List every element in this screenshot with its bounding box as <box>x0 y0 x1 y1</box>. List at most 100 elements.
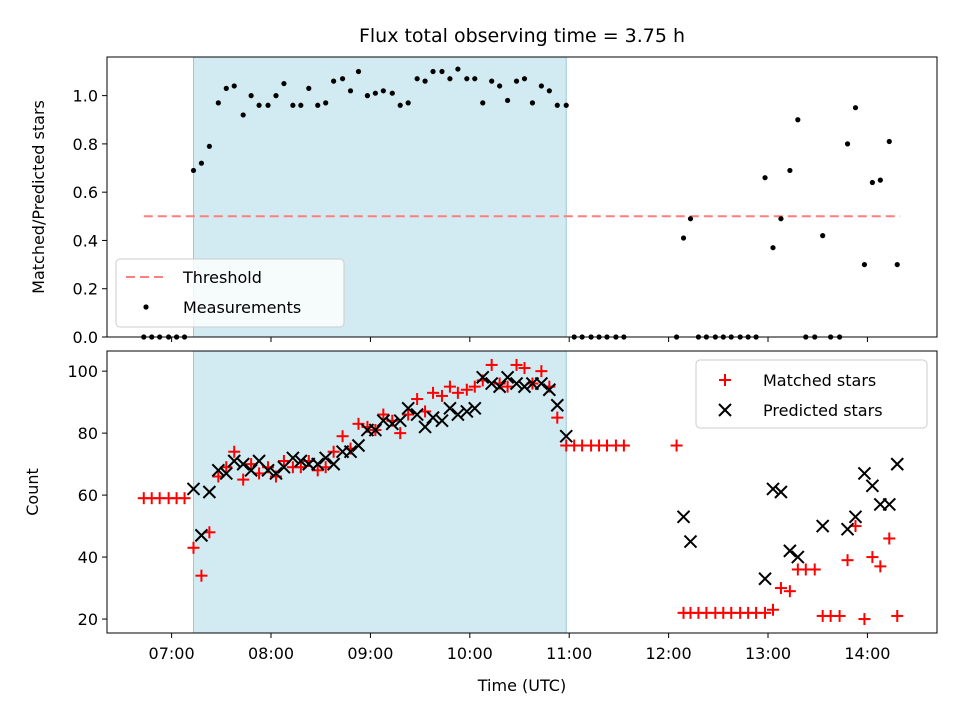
predicted-star-point <box>468 401 482 416</box>
x-tick-label: 07:00 <box>149 644 195 663</box>
predicted-star-point <box>758 572 772 586</box>
predicted-star-point <box>774 485 788 499</box>
matched-star-point <box>891 609 904 622</box>
matched-star-point <box>858 613 871 626</box>
measurement-point <box>861 261 868 268</box>
predicted-star-point <box>460 404 474 419</box>
matched-star-point <box>451 386 464 399</box>
measurement-point <box>504 97 511 104</box>
top-x-ticks <box>171 337 868 342</box>
matched-star-point <box>237 473 250 486</box>
measurement-point <box>480 100 486 106</box>
predicted-star-point <box>202 485 217 499</box>
measurement-point <box>240 112 246 118</box>
measurement-point <box>778 216 784 222</box>
measurement-point <box>405 100 411 106</box>
predicted-star-point <box>865 479 880 493</box>
predicted-star-point <box>676 510 691 524</box>
matched-star-point <box>336 430 349 443</box>
top-y-axis-label: Matched/Predicted stars <box>29 100 48 294</box>
predicted-star-point <box>227 454 241 468</box>
matched-star-point <box>468 380 481 393</box>
predicted-star-point <box>326 457 341 471</box>
measurement-point <box>397 102 403 108</box>
matched-star-point <box>808 563 821 576</box>
x-tick-label: 09:00 <box>347 644 393 663</box>
y-tick-label: 0.2 <box>73 280 98 299</box>
predicted-star-point <box>766 482 780 496</box>
x-axis-label: Time (UTC) <box>477 676 566 695</box>
y-tick-label: 40 <box>78 548 98 567</box>
x-tick-label: 10:00 <box>447 644 493 663</box>
predicted-star-point <box>186 482 201 496</box>
bottom-y-ticks: 20 40 60 80 100 <box>67 362 107 629</box>
matched-star-point <box>394 427 407 440</box>
measurement-point <box>198 160 205 166</box>
measurement-point <box>372 90 378 96</box>
bottom-axes-frame <box>106 350 938 634</box>
matched-star-point <box>670 439 683 452</box>
matched-star-point <box>460 383 473 396</box>
measurement-point <box>852 105 859 111</box>
y-tick-label: 80 <box>78 424 98 443</box>
predicted-star-point <box>500 370 515 385</box>
measurement-point <box>206 143 212 149</box>
predicted-stars-series <box>186 370 904 586</box>
matched-star-point <box>883 532 896 545</box>
measurements-series <box>141 66 900 340</box>
matched-star-point <box>187 541 200 554</box>
legend-measurements-label: Measurements <box>183 298 301 317</box>
bottom-legend: Matched stars Predicted stars <box>695 359 928 429</box>
matched-star-point <box>774 582 787 595</box>
y-tick-label: 0.0 <box>73 328 98 347</box>
y-tick-label: 1.0 <box>73 87 98 106</box>
bottom-y-axis-label: Count <box>23 468 42 516</box>
measurement-point <box>339 76 346 82</box>
predicted-star-point <box>261 463 275 478</box>
predicted-star-point <box>484 376 499 391</box>
predicted-star-point <box>542 383 557 397</box>
measurement-point <box>455 66 461 72</box>
legend-measurements-swatch <box>143 304 149 310</box>
matched-star-point <box>277 455 290 468</box>
matched-star-point <box>427 386 440 399</box>
legend-predicted-label: Predicted stars <box>763 401 883 420</box>
predicted-star-point <box>882 497 896 512</box>
y-tick-label: 0.6 <box>73 183 98 202</box>
top-y-ticks: 0.0 0.2 0.4 0.6 0.8 1.0 <box>73 87 107 347</box>
measurement-point <box>546 88 552 94</box>
measurement-point <box>680 235 687 241</box>
predicted-star-point <box>509 376 524 391</box>
top-axes-frame <box>106 56 938 338</box>
measurement-point <box>563 102 569 108</box>
predicted-star-point <box>294 454 308 468</box>
y-tick-label: 0.4 <box>73 231 98 250</box>
predicted-star-point <box>410 407 424 422</box>
predicted-star-point <box>376 414 391 428</box>
legend-matched-label: Matched stars <box>763 371 876 390</box>
predicted-star-point <box>194 528 209 543</box>
matched-star-point <box>411 393 424 406</box>
matched-star-point <box>759 606 772 619</box>
measurement-point <box>472 76 478 82</box>
measurement-point <box>323 100 329 106</box>
predicted-star-point <box>848 510 863 524</box>
measurement-point <box>869 179 875 186</box>
predicted-star-point <box>840 522 855 536</box>
measurement-point <box>795 117 801 123</box>
predicted-star-point <box>385 417 399 431</box>
predicted-star-point <box>393 414 407 428</box>
matched-star-point <box>766 603 779 616</box>
measurement-point <box>389 90 395 96</box>
matched-star-point <box>501 380 514 393</box>
bottom-x-ticks: 07:00 08:00 09:00 10:00 11:00 12:00 13:00 14:00 <box>149 633 890 663</box>
measurement-point <box>894 261 900 268</box>
predicted-star-point <box>219 466 233 481</box>
predicted-star-point <box>517 379 532 394</box>
x-tick-label: 11:00 <box>546 644 592 663</box>
measurement-point <box>497 83 503 89</box>
matched-star-point <box>377 408 390 421</box>
matched-star-point <box>617 439 630 452</box>
measurement-point <box>687 216 694 222</box>
predicted-star-point <box>318 451 333 465</box>
